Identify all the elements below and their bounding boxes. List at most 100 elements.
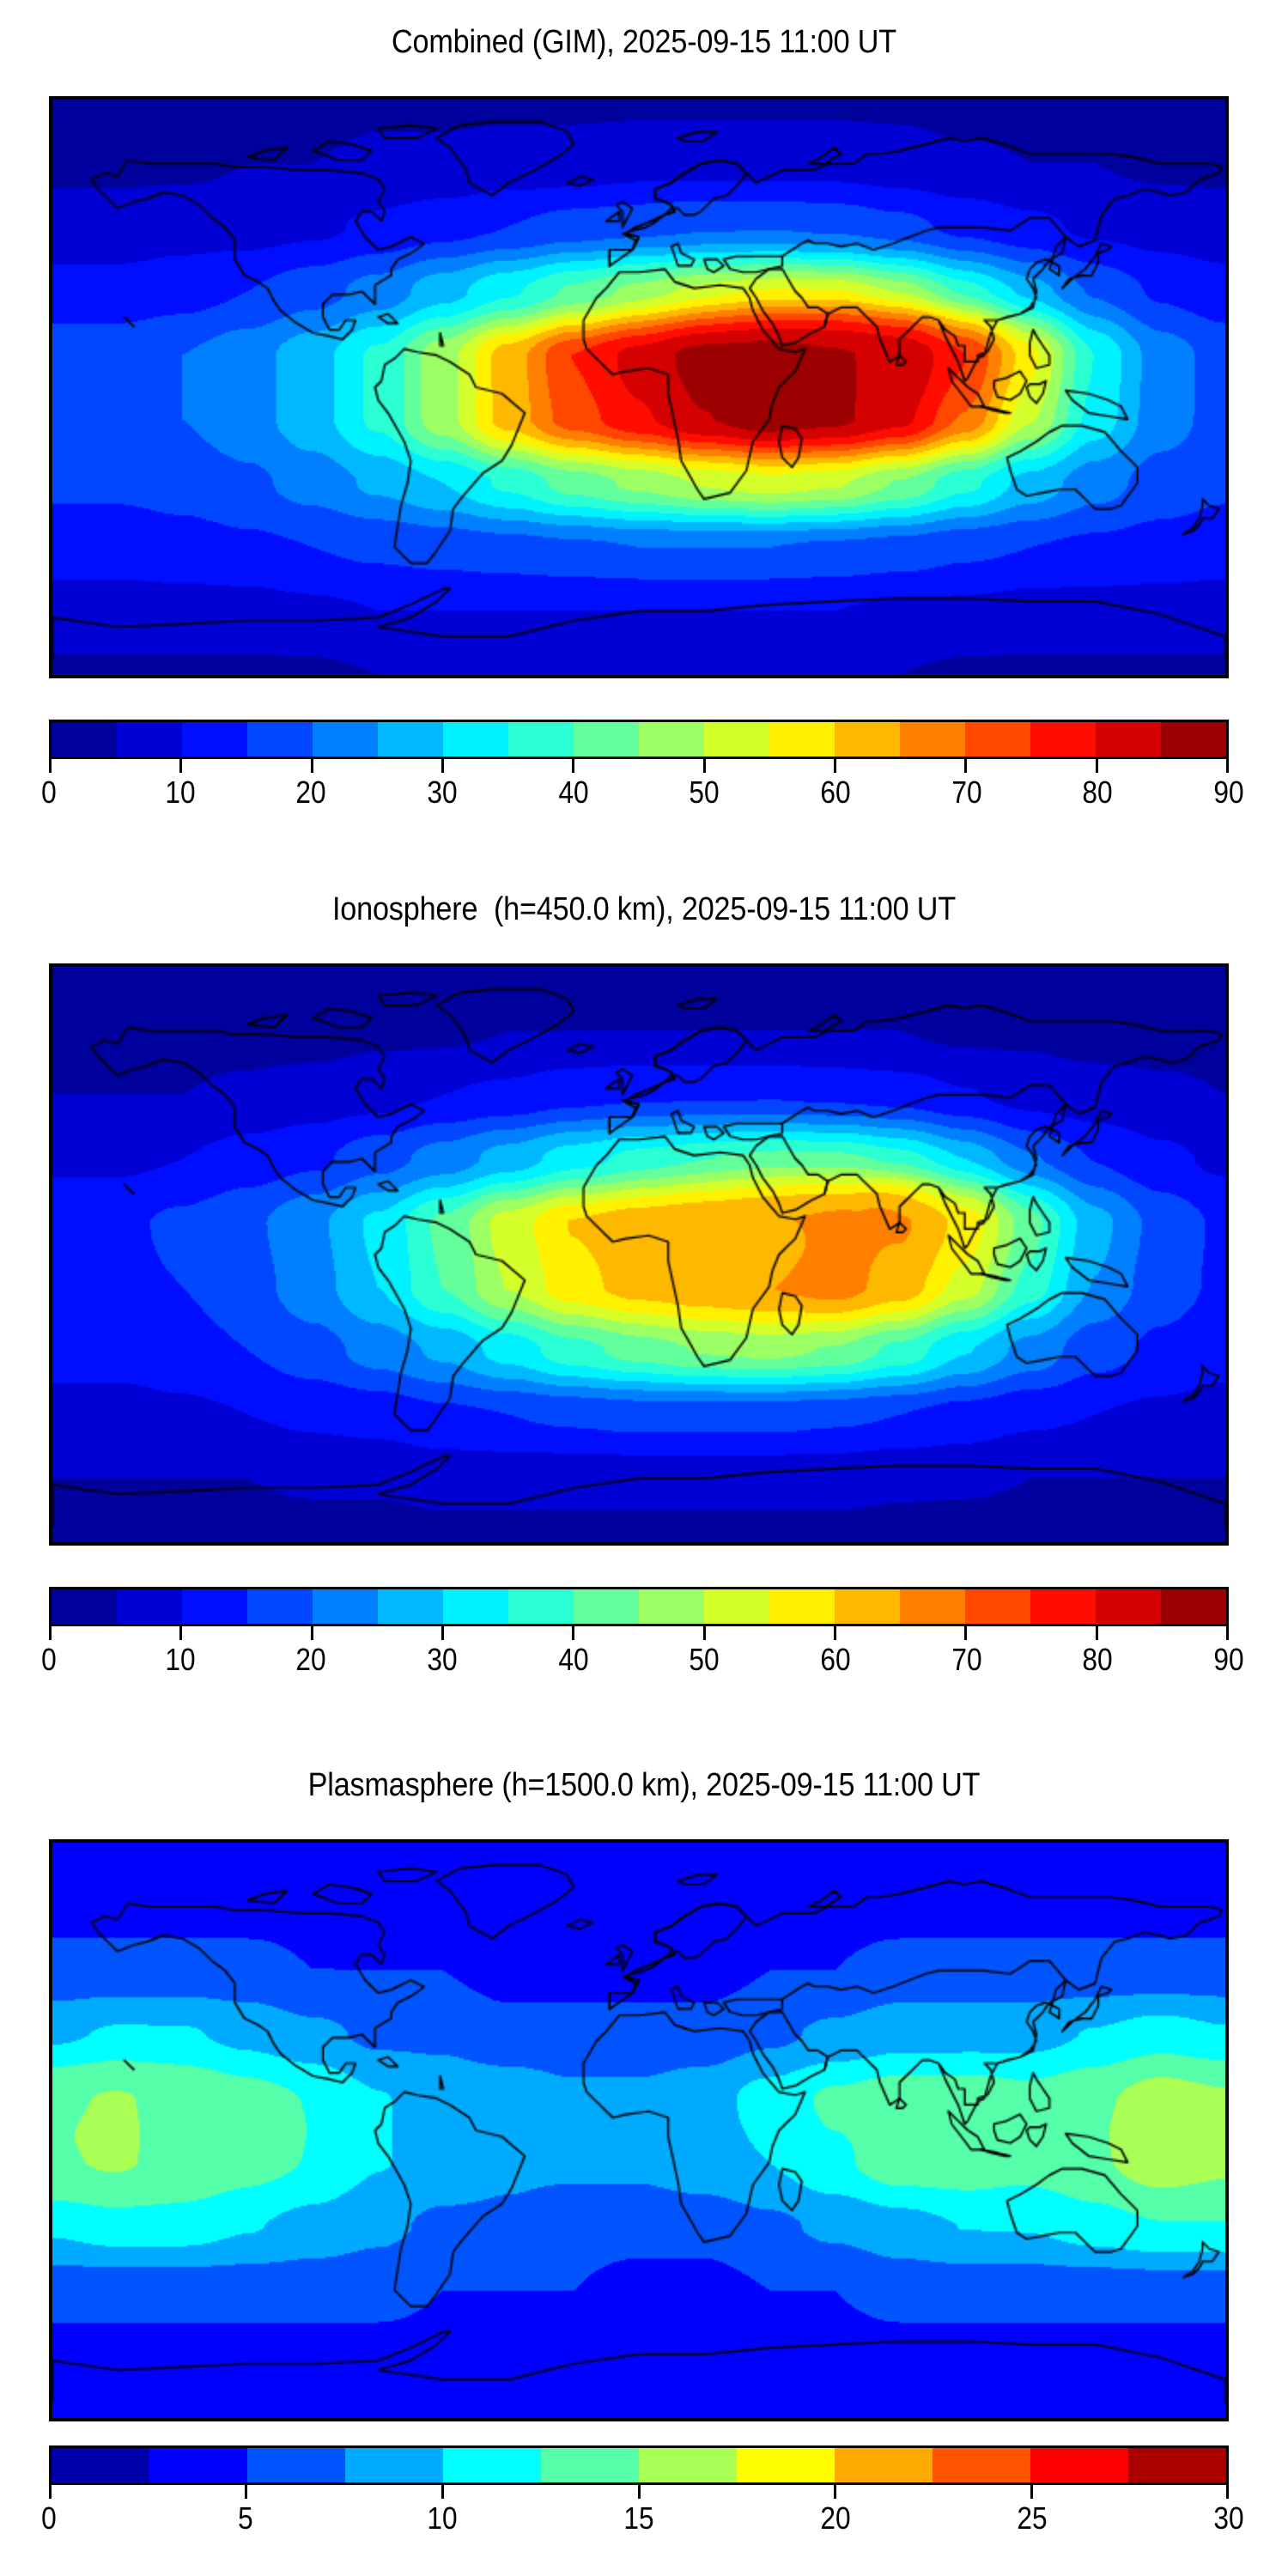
colorbar-band xyxy=(378,1589,443,1624)
colorbar-band xyxy=(639,2448,737,2482)
colorbar-tick-label: 20 xyxy=(295,775,326,810)
colorbar-tick-label: 90 xyxy=(1213,775,1244,810)
colorbar-tick xyxy=(702,759,706,773)
colorbar-band xyxy=(52,1589,117,1624)
colorbar-tick-label: 80 xyxy=(1082,1642,1113,1677)
colorbar-band xyxy=(769,1589,835,1624)
colorbar-gradient-combined xyxy=(49,720,1229,759)
colorbar-tick xyxy=(49,2485,52,2499)
colorbar-tick-label: 10 xyxy=(427,2500,458,2536)
colorbar-band xyxy=(900,722,965,756)
colorbar-band xyxy=(900,1589,965,1624)
panel-title-plasmasphere: Plasmasphere (h=1500.0 km), 2025-09-15 1… xyxy=(307,1767,981,1803)
colorbar-tick xyxy=(310,1626,313,1640)
colorbar-tick xyxy=(833,759,836,773)
colorbar-ticks-ionosphere xyxy=(49,1626,1229,1642)
map-canvas-ionosphere xyxy=(52,967,1225,1542)
colorbar-tick xyxy=(440,759,444,773)
panel-combined: Combined (GIM), 2025-09-15 11:00 UT 0 10 2… xyxy=(0,0,1288,867)
panel-plasmasphere: Plasmasphere (h=1500.0 km), 2025-09-15 1… xyxy=(0,1743,1288,2576)
colorbar-tick-label: 0 xyxy=(41,2500,57,2536)
colorbar-band xyxy=(1096,1589,1161,1624)
colorbar-tick xyxy=(440,1626,444,1640)
colorbar-tick-label: 30 xyxy=(427,775,458,810)
colorbar-band xyxy=(835,2448,933,2482)
colorbar-band xyxy=(965,722,1030,756)
colorbar-tick-label: 80 xyxy=(1082,775,1113,810)
colorbar-tick-label: 40 xyxy=(558,775,589,810)
colorbar-band xyxy=(639,1589,704,1624)
colorbar-labels-combined: 0 10 20 30 40 50 60 70 80 90 xyxy=(41,775,1243,812)
colorbar-band xyxy=(443,2448,541,2482)
colorbar-band xyxy=(737,2448,835,2482)
map-combined xyxy=(49,96,1229,678)
colorbar-band xyxy=(443,1589,508,1624)
colorbar-tick xyxy=(964,759,968,773)
colorbar-band xyxy=(1128,2448,1226,2482)
colorbar-band xyxy=(182,722,247,756)
colorbar-tick-label: 40 xyxy=(558,1642,589,1677)
colorbar-band xyxy=(835,1589,900,1624)
colorbar-band xyxy=(52,722,117,756)
colorbar-tick-label: 15 xyxy=(623,2500,654,2536)
colorbar-tick xyxy=(1095,759,1098,773)
colorbar-band xyxy=(1030,2448,1128,2482)
panel-ionosphere: Ionosphere (h=450.0 km), 2025-09-15 11:0… xyxy=(0,867,1288,1743)
colorbar-band xyxy=(117,1589,182,1624)
colorbar-tick xyxy=(572,1626,575,1640)
colorbar-band xyxy=(313,722,378,756)
colorbar-tick xyxy=(245,2485,248,2499)
map-plasmasphere xyxy=(49,1839,1229,2421)
colorbar-band xyxy=(247,1589,313,1624)
colorbar-tick xyxy=(179,759,183,773)
colorbar-band xyxy=(574,722,639,756)
colorbar-tick xyxy=(310,759,313,773)
colorbar-tick-label: 10 xyxy=(165,775,196,810)
colorbar-tick xyxy=(702,1626,706,1640)
colorbar-tick xyxy=(1030,2485,1033,2499)
colorbar-band xyxy=(182,1589,247,1624)
colorbar-tick-label: 30 xyxy=(427,1642,458,1677)
colorbar-tick-label: 30 xyxy=(1213,2500,1244,2536)
colorbar-plasmasphere: 0 5 10 15 20 25 30 xyxy=(41,2445,1244,2538)
colorbar-tick-label: 90 xyxy=(1213,1642,1244,1677)
colorbar-tick xyxy=(637,2485,641,2499)
colorbar-tick xyxy=(440,2485,444,2499)
colorbar-tick-label: 10 xyxy=(165,1642,196,1677)
colorbar-tick-label: 5 xyxy=(238,2500,253,2536)
colorbar-band xyxy=(508,722,574,756)
colorbar-band xyxy=(443,722,508,756)
colorbar-band xyxy=(1161,722,1226,756)
colorbar-band xyxy=(639,722,704,756)
colorbar-tick xyxy=(1226,759,1229,773)
colorbar-tick xyxy=(1095,1626,1098,1640)
colorbar-band xyxy=(965,1589,1030,1624)
colorbar-tick xyxy=(1226,2485,1229,2499)
colorbar-tick xyxy=(49,1626,52,1640)
colorbar-band xyxy=(835,722,900,756)
colorbar-tick-label: 60 xyxy=(820,1642,851,1677)
colorbar-tick-label: 60 xyxy=(820,775,851,810)
colorbar-tick-label: 70 xyxy=(951,1642,982,1677)
colorbar-labels-plasmasphere: 0 5 10 15 20 25 30 xyxy=(41,2500,1243,2538)
panel-title-ionosphere: Ionosphere (h=450.0 km), 2025-09-15 11:0… xyxy=(331,891,957,927)
colorbar-band xyxy=(247,722,313,756)
colorbar-tick xyxy=(833,2485,836,2499)
colorbar-ionosphere: 0 10 20 30 40 50 60 70 80 90 xyxy=(41,1587,1244,1680)
colorbar-band xyxy=(1030,1589,1096,1624)
colorbar-band xyxy=(704,1589,769,1624)
colorbar-band xyxy=(313,1589,378,1624)
colorbar-band xyxy=(1030,722,1096,756)
colorbar-ticks-combined xyxy=(49,759,1229,775)
colorbar-tick xyxy=(179,1626,183,1640)
colorbar-band xyxy=(1161,1589,1226,1624)
colorbar-band xyxy=(52,2448,149,2482)
colorbar-band xyxy=(508,1589,574,1624)
colorbar-tick-label: 50 xyxy=(689,1642,720,1677)
colorbar-tick xyxy=(1226,1626,1229,1640)
panel-title-combined: Combined (GIM), 2025-09-15 11:00 UT xyxy=(391,24,897,60)
colorbar-band xyxy=(574,1589,639,1624)
colorbar-band xyxy=(247,2448,345,2482)
colorbar-band xyxy=(769,722,835,756)
